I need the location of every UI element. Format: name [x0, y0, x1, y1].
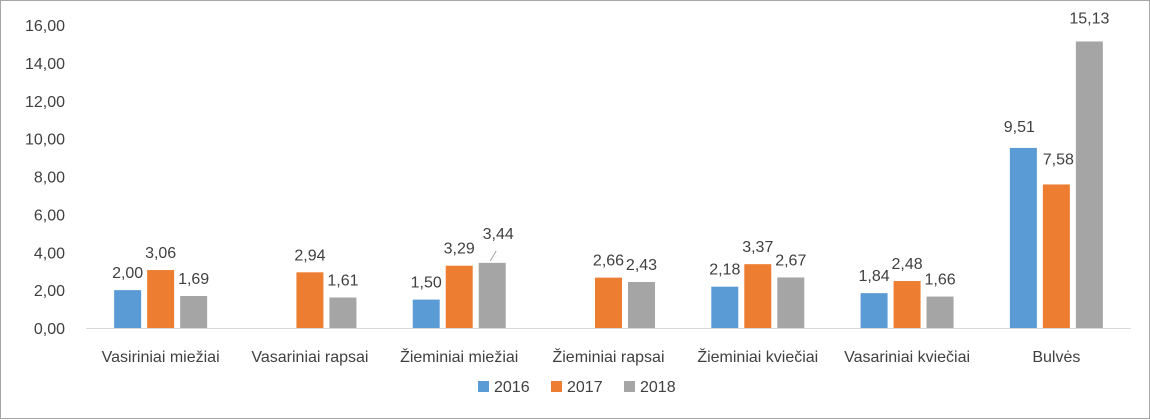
data-label: 2,94 — [294, 247, 325, 264]
x-category-label: Žieminiai miežiai — [400, 347, 518, 366]
data-label: 3,37 — [742, 239, 773, 256]
y-tick-label: 6,00 — [34, 207, 65, 224]
legend-swatch-2017 — [551, 381, 562, 392]
data-label: 2,67 — [775, 252, 806, 269]
bar-2017 — [296, 272, 324, 328]
data-label: 15,13 — [1069, 10, 1109, 27]
data-label: 1,69 — [178, 271, 209, 288]
data-label: 1,61 — [327, 273, 358, 290]
y-tick-label: 0,00 — [34, 321, 65, 338]
legend-label-2016: 2016 — [494, 379, 530, 396]
bar-2018 — [478, 262, 506, 328]
x-category-label: Žieminiai rapsai — [552, 347, 664, 366]
y-tick-label: 16,00 — [25, 18, 65, 35]
bar-2018 — [628, 281, 655, 328]
bar-2018 — [1075, 41, 1103, 329]
data-label: 2,18 — [709, 262, 740, 279]
data-label: 3,44 — [483, 226, 514, 243]
bar-2016 — [412, 299, 440, 328]
data-label: 1,66 — [925, 272, 956, 289]
bar-2017 — [893, 281, 921, 328]
bar-2016 — [1009, 147, 1037, 328]
x-category-label: Vasariniai rapsai — [251, 349, 368, 366]
data-label: 2,00 — [112, 265, 143, 282]
data-label: 2,48 — [892, 256, 923, 273]
y-tick-label: 12,00 — [25, 94, 65, 111]
bar-2017 — [1042, 184, 1070, 328]
legend-swatch-2016 — [478, 381, 489, 392]
bar-2016 — [860, 293, 888, 328]
data-label: 9,51 — [1004, 119, 1035, 136]
bar-2018 — [777, 277, 805, 328]
data-label: 7,58 — [1043, 151, 1074, 168]
data-label: 1,50 — [411, 275, 442, 292]
legend-label-2018: 2018 — [640, 379, 676, 396]
y-tick-label: 4,00 — [34, 245, 65, 262]
bar-2018 — [926, 296, 954, 328]
bar-2017 — [595, 277, 622, 328]
y-tick-label: 2,00 — [34, 283, 65, 300]
x-category-label: Vasariniai kviečiai — [844, 349, 970, 366]
bar-2017 — [445, 265, 473, 328]
bar-2017 — [744, 264, 772, 328]
data-label-leader-line — [489, 250, 497, 262]
legend-label-2017: 2017 — [567, 379, 603, 396]
bar-2018 — [329, 297, 357, 328]
y-tick-label: 8,00 — [34, 170, 65, 187]
bar-2018 — [180, 295, 208, 328]
x-category-label: Vasiriniai miežiai — [102, 349, 220, 366]
x-category-label: Žieminiai kviečiai — [697, 347, 818, 366]
data-label: 2,43 — [626, 257, 657, 274]
bar-2016 — [114, 290, 142, 328]
y-tick-label: 10,00 — [25, 132, 65, 149]
legend-swatch-2018 — [624, 381, 635, 392]
data-label: 3,29 — [444, 241, 475, 258]
bar-2017 — [147, 270, 175, 328]
data-label: 1,84 — [859, 268, 890, 285]
bar-2016 — [711, 286, 739, 328]
data-label: 3,06 — [145, 245, 176, 262]
x-category-label: Bulvės — [1032, 349, 1080, 366]
y-tick-label: 14,00 — [25, 56, 65, 73]
data-label: 2,66 — [593, 253, 624, 270]
